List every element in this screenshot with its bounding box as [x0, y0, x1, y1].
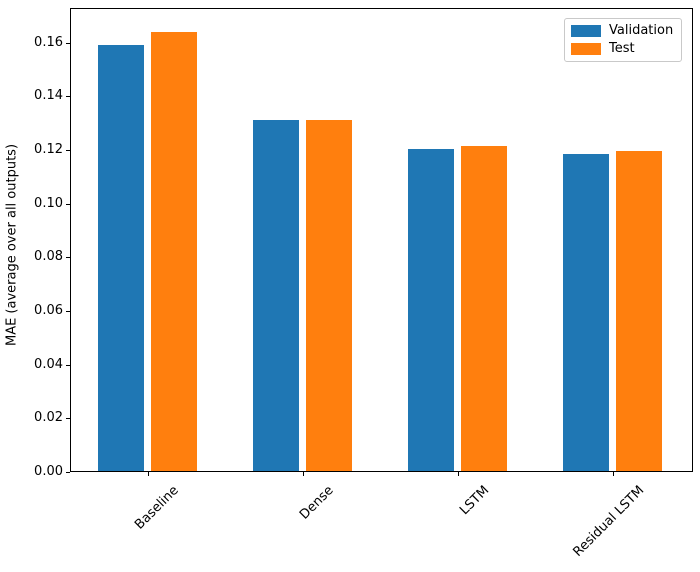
legend: Validation Test	[564, 18, 682, 62]
y-tick-label: 0.04	[34, 356, 63, 372]
bar-validation-baseline	[97, 45, 144, 471]
y-tick	[66, 310, 70, 312]
bar-validation-dense	[252, 120, 299, 471]
y-tick	[66, 203, 70, 205]
x-tick-label-dense: Dense	[297, 483, 338, 523]
legend-label: Validation	[609, 22, 674, 38]
y-tick-label: 0.14	[34, 88, 63, 104]
legend-entry-test: Test	[571, 42, 681, 56]
y-tick	[66, 96, 70, 98]
x-tick-label-lstm: LSTM	[456, 483, 493, 519]
x-tick	[457, 472, 459, 476]
y-tick	[66, 42, 70, 44]
legend-label: Test	[609, 41, 635, 57]
y-tick-label: 0.02	[34, 410, 63, 426]
y-axis-label: MAE (average over all outputs)	[4, 143, 20, 347]
y-tick-label: 0.06	[34, 302, 63, 318]
x-tick-label-residual-lstm: Residual LSTM	[570, 483, 648, 560]
y-tick-label: 0.16	[34, 34, 63, 50]
legend-swatch-validation	[571, 24, 601, 37]
x-tick-label-baseline: Baseline	[132, 483, 183, 533]
y-tick	[66, 472, 70, 473]
legend-swatch-test	[571, 43, 601, 56]
legend-entry-validation: Validation	[571, 22, 681, 38]
y-tick-label: 0.08	[34, 249, 63, 265]
y-tick	[66, 418, 70, 420]
y-tick-label: 0.12	[34, 141, 63, 157]
x-tick	[302, 472, 304, 476]
bar-validation-residual-lstm	[562, 153, 609, 471]
y-tick	[66, 364, 70, 366]
x-tick	[147, 472, 149, 476]
bar-test-dense	[306, 120, 353, 471]
y-tick	[66, 149, 70, 151]
bar-test-lstm	[461, 145, 508, 471]
bar-test-residual-lstm	[616, 151, 663, 471]
y-tick	[66, 257, 70, 259]
y-tick-label: 0.10	[34, 195, 63, 211]
y-tick-label: 0.00	[34, 464, 63, 479]
x-tick	[612, 472, 614, 476]
bar-test-baseline	[151, 31, 198, 471]
bar-validation-lstm	[407, 148, 454, 471]
